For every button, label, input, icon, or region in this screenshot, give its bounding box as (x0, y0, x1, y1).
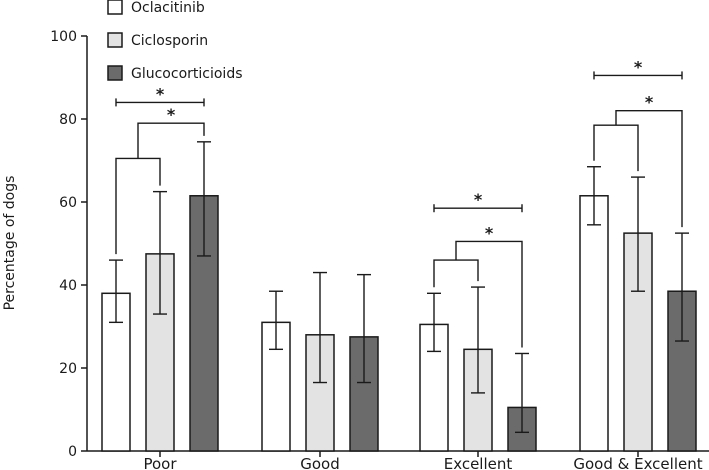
legend-swatch-ciclosporin (107, 32, 123, 48)
legend-swatch-glucocorticioids (107, 65, 123, 81)
significance-star: * (474, 190, 483, 209)
y-tick-label: 20 (59, 361, 77, 377)
legend-swatch-oclacitinib (107, 0, 123, 15)
error-bar-glucocorticioids-poor (197, 141, 211, 257)
y-tick-label: 40 (59, 278, 77, 294)
sig-target-connector (137, 122, 205, 159)
error-bar-oclacitinib-excellent (427, 292, 441, 353)
significance-markers: ****** (115, 57, 683, 348)
significance-star: * (645, 93, 654, 112)
error-bar-ciclosporin-good-and-excellent (631, 176, 645, 292)
legend-label-ciclosporin: Ciclosporin (131, 33, 208, 49)
error-bar-glucocorticioids-good-and-excellent (675, 232, 689, 342)
bar-ciclosporin-excellent (463, 348, 493, 452)
sig-target-connector (615, 110, 683, 228)
y-tick-label: 60 (59, 195, 77, 211)
sig-group-bracket (433, 259, 479, 288)
sig-group-bracket (593, 124, 639, 172)
y-tick-label: 0 (68, 444, 77, 460)
y-tick-label: 80 (59, 112, 77, 128)
bar-oclacitinib-good-and-excellent (579, 195, 609, 452)
error-bar-ciclosporin-poor (153, 190, 167, 315)
significance-star: * (167, 105, 176, 124)
significance-line-excellent: * (433, 190, 523, 213)
x-tick-label-excellent: Excellent (444, 455, 513, 470)
bars (101, 195, 697, 452)
x-tick-label-good: Good (300, 455, 340, 470)
significance-bracket-poor: * (115, 105, 205, 255)
significance-star: * (634, 57, 643, 76)
x-tick-label-good-and-excellent: Good & Excellent (573, 455, 702, 470)
error-bar-oclacitinib-poor (109, 259, 123, 324)
legend: Oclacitinib Ciclosporin Glucocorticioids (107, 0, 243, 82)
x-tick-label-poor: Poor (143, 455, 177, 470)
axes: 0 20 40 60 80 100 Poor Good Excellent Good & Exce… (50, 29, 709, 470)
y-axis-label: Percentage of dogs (2, 176, 18, 311)
bar-ciclosporin-poor (145, 253, 175, 452)
significance-star: * (156, 84, 165, 103)
error-bar-glucocorticioids-excellent (515, 352, 529, 434)
sig-target-connector (455, 240, 523, 348)
significance-line-poor: * (115, 84, 205, 107)
error-bar-ciclosporin-good (313, 271, 327, 384)
error-bar-ciclosporin-excellent (471, 286, 485, 394)
sig-group-bracket (115, 157, 161, 255)
error-bars (109, 141, 689, 434)
legend-label-oclacitinib: Oclacitinib (131, 0, 205, 16)
significance-line-good-and-excellent: * (593, 57, 683, 80)
y-tick-label: 100 (50, 29, 77, 45)
significance-bracket-good-and-excellent: * (593, 93, 683, 228)
error-bar-oclacitinib-good-and-excellent (587, 166, 601, 226)
legend-label-glucocorticioids: Glucocorticioids (131, 66, 243, 82)
significance-star: * (485, 223, 494, 242)
significance-bracket-excellent: * (433, 223, 523, 348)
error-bar-oclacitinib-good (269, 290, 283, 351)
error-bar-glucocorticioids-good (357, 273, 371, 384)
